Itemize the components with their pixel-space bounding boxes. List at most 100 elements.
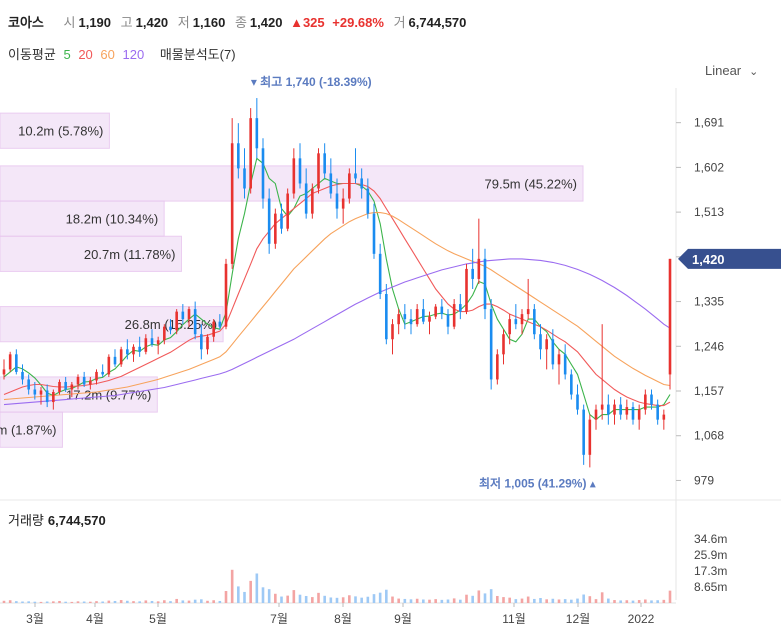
volume-bar (132, 601, 135, 603)
candle-body (8, 354, 12, 370)
volume-bar (644, 599, 647, 603)
volume-panel-label: 거래량 6,744,570 (8, 510, 106, 529)
ma-5-legend: 5 (63, 47, 71, 62)
volume-bar (126, 600, 129, 603)
volume-bar (212, 600, 215, 603)
volume-bar (323, 595, 326, 603)
volume-bar (8, 600, 12, 603)
volume-bar (378, 592, 382, 603)
volume-bar (119, 600, 123, 603)
candle-body (286, 193, 289, 229)
candle-body (126, 349, 129, 355)
volume-profile-label: 18.2m (10.34%) (66, 212, 159, 227)
volume-bar (557, 599, 561, 603)
volume-value: 6,744,570 (408, 15, 467, 30)
candle-body (576, 394, 579, 410)
candle-body (101, 371, 104, 375)
volume-bar (163, 600, 166, 603)
volume-bar (508, 597, 511, 603)
x-tick-label: 8월 (334, 612, 352, 626)
volume-total: 6,744,570 (47, 513, 106, 528)
candle-body (200, 334, 203, 350)
volume-bar (64, 601, 67, 603)
volume-bar (563, 599, 567, 603)
low-annotation: 최저 1,005 (41.29%) ▴ (479, 475, 596, 490)
volume-bar (656, 600, 659, 603)
volume-bar (588, 596, 592, 603)
volume-bar (286, 595, 289, 603)
high-annotation: ▾ 최고 1,740 (-18.39%) (251, 74, 372, 89)
candle-body (169, 326, 172, 331)
volume-bar (237, 586, 240, 603)
volume-bar (496, 595, 499, 603)
volume-bar (625, 600, 629, 603)
candle-body (514, 319, 518, 325)
candle-body (329, 173, 333, 194)
volume-bar (317, 592, 320, 603)
candle-body (144, 338, 148, 352)
volume-profile-label: 10.2m (5.78%) (18, 124, 103, 139)
volume-y-tick-label: 34.6m (694, 532, 727, 546)
candle-body (625, 407, 629, 415)
volume-bar (150, 600, 154, 603)
volume-bar (415, 598, 419, 603)
volume-bar (274, 593, 277, 603)
candle-body (27, 379, 30, 390)
volume-bar (261, 587, 265, 603)
chevron-down-icon: ⌄ (749, 66, 759, 78)
y-tick-label: 1,246 (694, 339, 724, 353)
scale-selector[interactable]: Linear ⌄ (705, 63, 758, 78)
candle-body (119, 349, 123, 365)
candle-body (163, 326, 166, 341)
volume-profile-bar (0, 112, 110, 149)
candle-body (631, 407, 635, 420)
y-tick-label: 1,602 (694, 160, 724, 174)
volume-bar (82, 601, 86, 603)
volume-bar (360, 597, 363, 603)
candle-body (570, 374, 573, 395)
candle-body (619, 404, 622, 415)
volume-bar (570, 599, 573, 603)
candle-body (113, 356, 117, 365)
volume-profile-label: 20.7m (11.78%) (84, 247, 176, 262)
volume-y-tick-label: 8.65m (694, 580, 727, 594)
last-price-tag (678, 248, 781, 269)
volume-bar (243, 591, 246, 603)
candle-body (459, 304, 462, 312)
volume-bar (409, 599, 413, 603)
volume-bar (539, 598, 542, 603)
x-tick-label: 7월 (270, 612, 288, 626)
volume-bar (101, 601, 104, 603)
volume-bar (428, 599, 431, 603)
volume-bar (187, 600, 191, 603)
volume-bar (292, 590, 296, 603)
volume-bar (21, 601, 24, 603)
change-percent: +29.68% (332, 15, 384, 30)
volume-bar (662, 599, 666, 603)
candle-body (52, 392, 55, 403)
x-tick-label: 9월 (394, 612, 412, 626)
candle-body (237, 143, 240, 169)
candle-body (15, 354, 18, 372)
indicator-legend[interactable]: 이동평균 5 20 60 120 매물분석도(7) (8, 44, 240, 63)
candle-body (249, 118, 252, 189)
volume-bar (2, 600, 6, 603)
volume-bar (631, 600, 635, 603)
last-price-label: 1,420 (692, 252, 725, 267)
y-tick-label: 1,513 (694, 205, 724, 219)
volume-bar (477, 590, 481, 603)
volume-bar (668, 590, 672, 603)
candle-body (175, 311, 178, 331)
candle-body (64, 381, 67, 390)
volume-bar (434, 599, 437, 603)
volume-bar (397, 598, 400, 603)
candle-body (267, 198, 271, 244)
close-value: 1,420 (249, 15, 283, 30)
volume-bar (348, 595, 351, 603)
candle-body (89, 380, 92, 385)
change-value: ▲325 (290, 15, 325, 30)
volume-bar (76, 601, 80, 603)
ma-20-legend: 20 (78, 47, 93, 62)
candle-body (21, 371, 24, 380)
